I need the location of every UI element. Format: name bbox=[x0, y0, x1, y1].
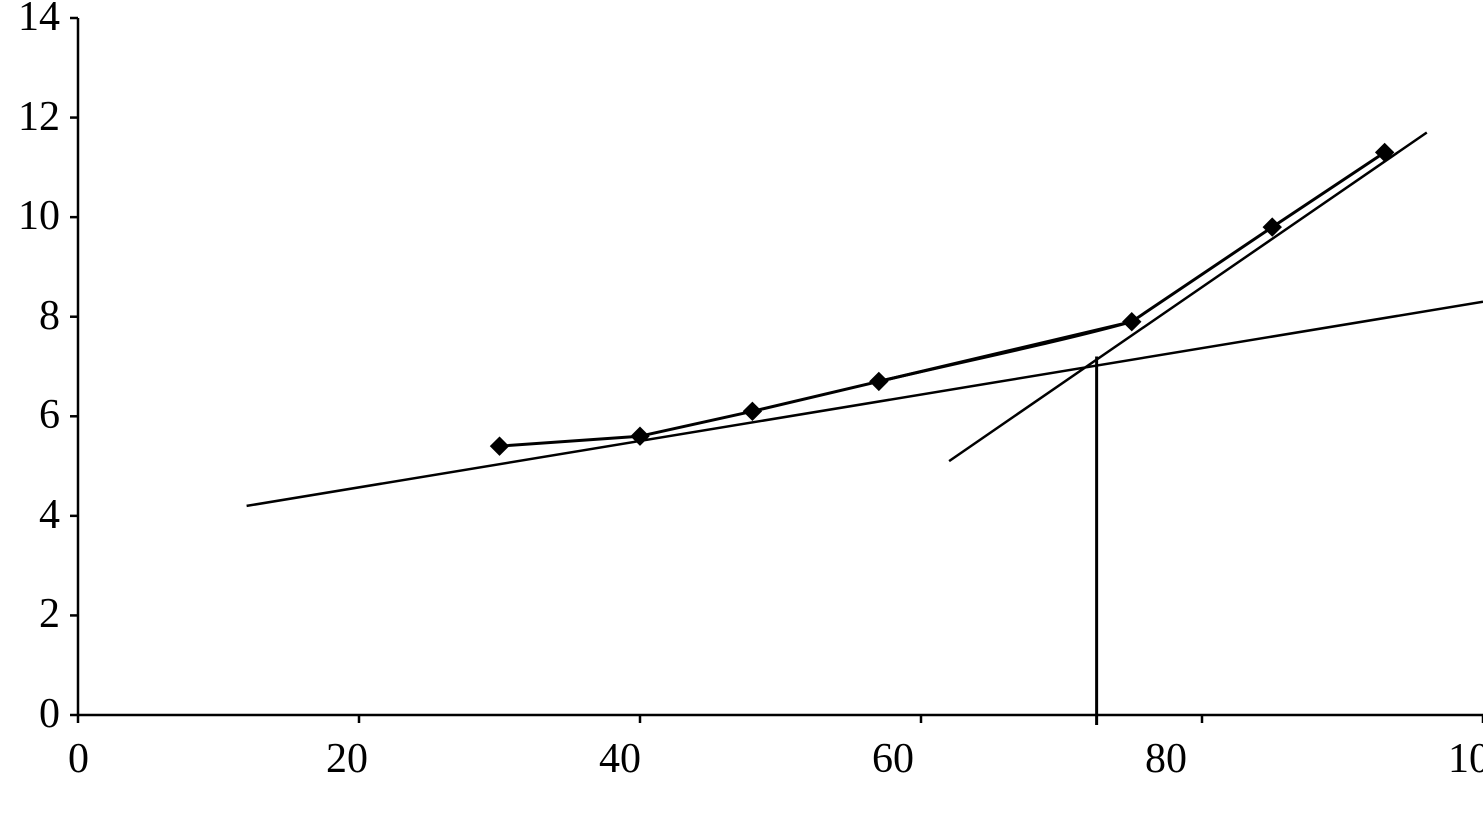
x-tick-label: 80 bbox=[1145, 735, 1187, 783]
x-tick-label: 40 bbox=[599, 735, 641, 783]
y-tick-label: 2 bbox=[39, 590, 60, 638]
y-tick-label: 4 bbox=[39, 491, 60, 539]
y-tick-label: 12 bbox=[18, 93, 60, 141]
y-tick-label: 10 bbox=[18, 192, 60, 240]
x-tick-label: 100 bbox=[1448, 735, 1483, 783]
y-tick-label: 6 bbox=[39, 391, 60, 439]
y-tick-label: 14 bbox=[18, 0, 60, 41]
x-tick-label: 20 bbox=[326, 735, 368, 783]
y-tick-label: 8 bbox=[39, 292, 60, 340]
chart-svg bbox=[0, 0, 1483, 815]
y-tick-label: 0 bbox=[39, 690, 60, 738]
x-tick-label: 60 bbox=[872, 735, 914, 783]
x-tick-label: 0 bbox=[68, 735, 89, 783]
